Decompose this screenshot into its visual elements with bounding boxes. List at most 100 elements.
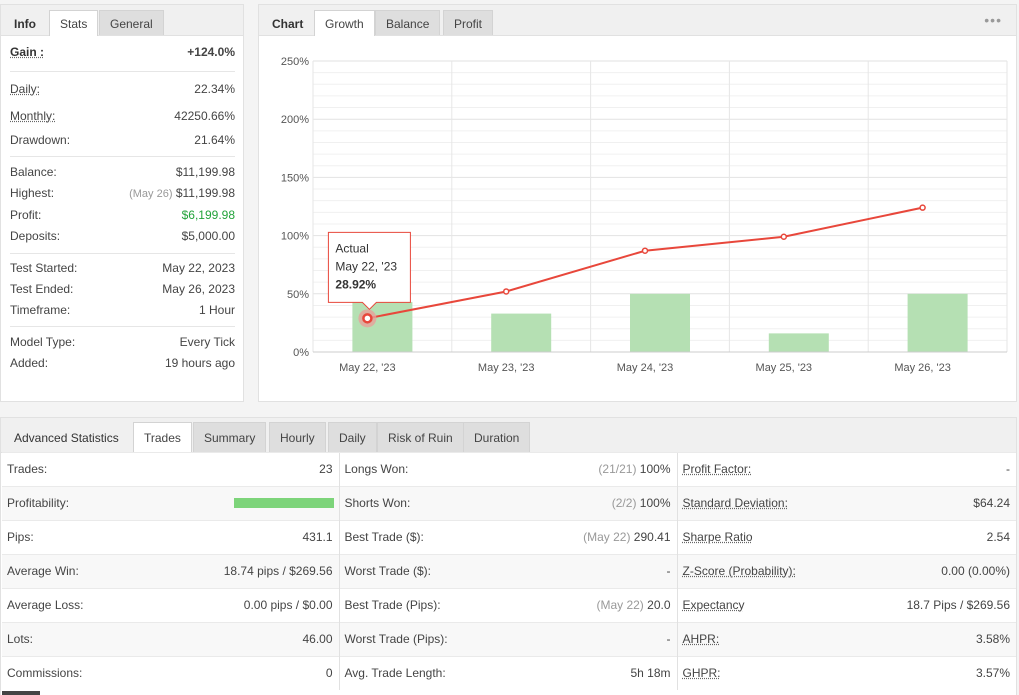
- stat-value-text: $64.24: [973, 496, 1010, 510]
- stat-label: Profit Factor:: [682, 462, 752, 476]
- line-point: [641, 247, 649, 254]
- tab-chart[interactable]: Chart: [272, 17, 304, 31]
- bar: [907, 293, 968, 352]
- added-label: Added:: [10, 356, 49, 370]
- stat-label: Best Trade ($):: [344, 530, 424, 544]
- stat-value-text: 5h 18m: [630, 666, 671, 680]
- drawdown-label: Drawdown:: [10, 133, 71, 147]
- profit-value: $6,199.98: [181, 208, 235, 222]
- tab-growth[interactable]: Growth: [314, 10, 375, 36]
- daily-label: Daily:: [10, 82, 41, 96]
- deposits-value: $5,000.00: [181, 229, 235, 243]
- stat-label: Avg. Trade Length:: [344, 666, 446, 680]
- stat-label: Best Trade (Pips):: [344, 598, 441, 612]
- stat-cell: AHPR: 3.58%: [678, 623, 1017, 656]
- test-ended-value: May 26, 2023: [162, 282, 235, 296]
- highest-date: (May 26): [129, 188, 173, 200]
- stat-value-text: -: [666, 564, 671, 578]
- table-cell: Commissions: 0: [2, 656, 339, 690]
- stat-value-text: 290.41: [633, 530, 671, 544]
- tab-hourly[interactable]: Hourly: [269, 422, 326, 452]
- tab-stats[interactable]: Stats: [49, 10, 99, 36]
- model-type-row: Model Type: Every Tick: [10, 333, 235, 351]
- stat-value-text: -: [666, 632, 671, 646]
- tab-summary[interactable]: Summary: [193, 422, 267, 452]
- stat-value: 0: [326, 657, 333, 690]
- tab-balance[interactable]: Balance: [375, 10, 441, 35]
- stat-label: Worst Trade (Pips):: [344, 632, 448, 646]
- table-cell: Profit Factor: -: [676, 452, 1016, 487]
- line-point: [919, 204, 926, 211]
- info-panel: Info Stats General Gain : +124.0% Daily:…: [0, 4, 244, 402]
- gain-label: Gain :: [10, 45, 45, 59]
- table-cell: AHPR: 3.58%: [676, 622, 1017, 657]
- table-cell: Shorts Won: (2/2) 100%: [338, 486, 677, 521]
- chart-tabs: Chart Growth Balance Profit •••: [259, 5, 1016, 36]
- timeframe-value: 1 Hour: [198, 303, 235, 317]
- stat-value: -: [1006, 453, 1010, 486]
- deposits-label: Deposits:: [10, 229, 61, 243]
- monthly-value: 42250.66%: [174, 109, 235, 123]
- table-cell: Sharpe Ratio 2.54: [676, 520, 1017, 555]
- tab-info[interactable]: Info: [14, 17, 36, 31]
- test-started-label: Test Started:: [10, 261, 78, 275]
- table-cell: Best Trade (Pips): (May 22) 20.0: [338, 588, 677, 623]
- stat-value-text: 20.0: [647, 598, 671, 612]
- test-ended-row: Test Ended: May 26, 2023: [10, 280, 235, 298]
- stat-value: 0.00 pips / $0.00: [244, 589, 333, 622]
- stat-label: Average Win:: [7, 564, 79, 578]
- stat-cell: Average Loss: 0.00 pips / $0.00: [2, 589, 339, 622]
- test-started-row: Test Started: May 22, 2023: [10, 259, 235, 277]
- stat-value: -: [667, 555, 671, 588]
- stat-label: Trades:: [7, 462, 48, 476]
- stat-value-text: 0.00 (0.00%): [941, 564, 1010, 578]
- scrollbar-thumb[interactable]: [2, 691, 40, 695]
- stat-cell: GHPR: 3.57%: [678, 657, 1017, 690]
- ellipsis-icon[interactable]: •••: [984, 12, 1002, 28]
- tooltip-value: 28.92%: [335, 277, 376, 291]
- monthly-label: Monthly:: [10, 109, 56, 123]
- added-row: Added: 19 hours ago: [10, 354, 235, 372]
- y-tick-label: 50%: [287, 289, 309, 301]
- stat-sub: (21/21): [598, 462, 637, 476]
- table-row: Profitability: Shorts Won: (2/2) 100% Stand…: [2, 486, 1016, 521]
- tab-duration[interactable]: Duration: [463, 422, 531, 452]
- table-row: Commissions: 0 Avg. Trade Length: 5h 18m GHP…: [2, 656, 1017, 690]
- tab-trades[interactable]: Trades: [133, 422, 192, 453]
- tooltip-box: [327, 231, 411, 311]
- stat-cell: Pips: 431.1: [2, 521, 339, 554]
- table-row: Average Loss: 0.00 pips / $0.00 Best Trade…: [2, 588, 1016, 623]
- tab-daily[interactable]: Daily: [328, 422, 377, 452]
- stat-value: (21/21) 100%: [598, 453, 670, 486]
- y-tick-label: 250%: [281, 56, 309, 68]
- daily-value: 22.34%: [194, 82, 235, 96]
- drawdown-value: 21.64%: [194, 133, 235, 147]
- y-tick-label: 200%: [281, 114, 309, 126]
- tab-profit[interactable]: Profit: [443, 10, 494, 35]
- table-row: Lots: 46.00 Worst Trade (Pips): - AHPR: 3.58%: [2, 622, 1017, 657]
- stat-value: (May 22) 20.0: [596, 589, 670, 622]
- y-tick-label: 100%: [281, 231, 309, 243]
- stat-label: Average Loss:: [7, 598, 84, 612]
- stat-value-text: 2.54: [986, 530, 1010, 544]
- table-cell: Average Loss: 0.00 pips / $0.00: [2, 588, 339, 623]
- stat-value-text: 18.7 Pips / $269.56: [906, 598, 1010, 612]
- tab-risk-of-ruin[interactable]: Risk of Ruin: [377, 422, 464, 452]
- x-tick-label: May 23, '23: [478, 362, 535, 374]
- test-started-value: May 22, 2023: [162, 261, 235, 275]
- chart-panel: Chart Growth Balance Profit ••• 0% 50% 100…: [258, 4, 1017, 402]
- stat-value: 2.54: [987, 521, 1010, 554]
- stat-cell: Sharpe Ratio 2.54: [678, 521, 1017, 554]
- stat-value: 18.74 pips / $269.56: [224, 555, 333, 588]
- stat-label: Shorts Won:: [344, 496, 411, 510]
- gain-row: Gain : +124.0%: [10, 43, 235, 61]
- stat-sub: (May 22): [583, 530, 631, 544]
- stat-value-text: 46.00: [302, 632, 333, 646]
- stat-cell: Commissions: 0: [2, 657, 339, 690]
- added-value: 19 hours ago: [164, 356, 235, 370]
- stat-cell: Best Trade (Pips): (May 22) 20.0: [340, 589, 677, 622]
- tab-general[interactable]: General: [99, 10, 164, 35]
- tab-advanced-statistics[interactable]: Advanced Statistics: [14, 431, 119, 445]
- stat-sub: (2/2): [611, 496, 637, 510]
- y-tick-label: 150%: [281, 172, 309, 184]
